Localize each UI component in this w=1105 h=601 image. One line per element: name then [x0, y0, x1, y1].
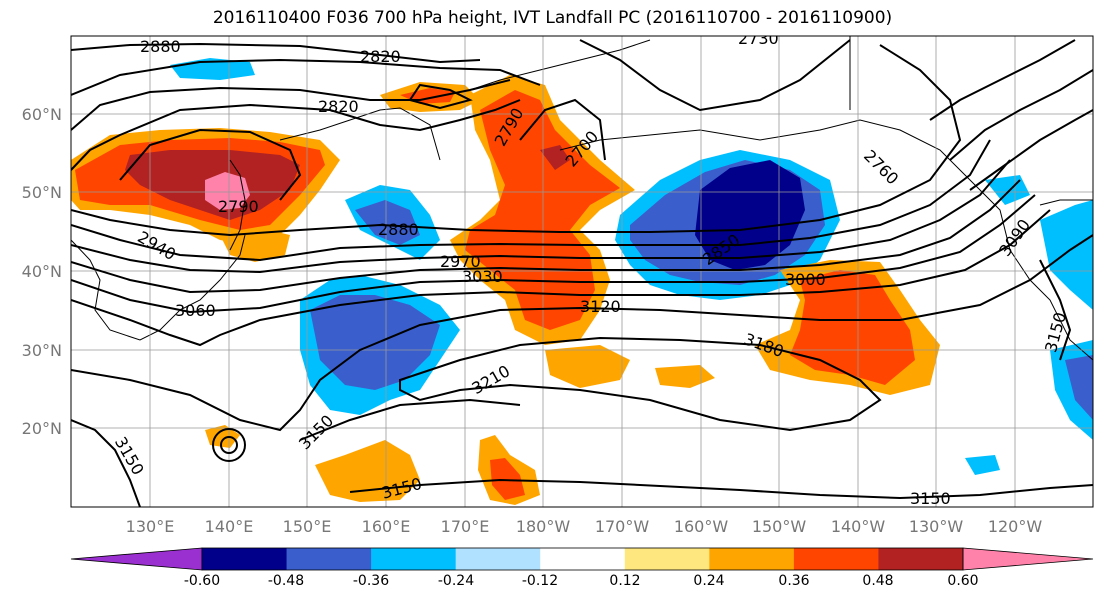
contour-label: 2820: [360, 47, 401, 66]
contour-label: 3060: [175, 301, 216, 320]
latitude-labels: 60°N 50°N 40°N 30°N 20°N: [22, 105, 62, 438]
colorbar-extend-high: [962, 547, 1094, 571]
colorbar-tick-labels: -0.60 -0.48 -0.36 -0.24 -0.12 0.12 0.24 …: [184, 573, 979, 589]
colorbar-segment: [878, 548, 964, 570]
map-title: 2016110400 F036 700 hPa height, IVT Land…: [212, 8, 893, 28]
lat-label: 50°N: [22, 183, 62, 202]
colorbar-tick-label: -0.12: [522, 573, 558, 589]
lon-label: 160°E: [362, 517, 411, 536]
colorbar-segment: [286, 548, 372, 570]
colorbar-tick-label: 0.36: [778, 573, 809, 589]
colorbar-tick-label: -0.36: [353, 573, 389, 589]
lon-label: 130°W: [909, 517, 964, 536]
lon-label: 170°E: [441, 517, 490, 536]
colorbar-tick-label: -0.60: [184, 573, 220, 589]
colorbar-tick-label: 0.24: [693, 573, 724, 589]
lon-label: 140°E: [205, 517, 254, 536]
colorbar-tick-label: -0.48: [268, 573, 304, 589]
contour-label: 2970: [440, 252, 481, 271]
colorbar-segment: [455, 548, 541, 570]
contour-label: 2880: [378, 220, 419, 239]
colorbar-tick-label: 0.12: [609, 573, 640, 589]
contour-label: 3000: [785, 270, 826, 289]
colorbar-border: [201, 547, 964, 571]
lat-label: 20°N: [22, 419, 62, 438]
longitude-labels: 130°E 140°E 150°E 160°E 170°E 180°W 170°…: [126, 517, 1043, 536]
lat-label: 30°N: [22, 341, 62, 360]
colorbar-tick-label: 0.60: [947, 573, 978, 589]
colorbar-segment: [793, 548, 879, 570]
lon-label: 140°W: [831, 517, 886, 536]
height-contours: [71, 39, 1093, 507]
colorbar-extend-low: [70, 547, 203, 571]
colorbar-segment: [371, 548, 457, 570]
lon-label: 170°W: [595, 517, 650, 536]
lon-label: 150°W: [752, 517, 807, 536]
lon-label: 130°E: [126, 517, 175, 536]
colorbar-tick-label: 0.48: [862, 573, 893, 589]
lon-label: 160°W: [674, 517, 729, 536]
contour-label: 2730: [738, 29, 779, 48]
map-border: [70, 35, 1094, 508]
colorbar: [70, 547, 1094, 571]
contour-label: 2790: [218, 197, 259, 216]
colorbar-segment: [624, 548, 710, 570]
contour-label: 3150: [910, 489, 951, 508]
contour-label: 2880: [140, 37, 181, 56]
colorbar-segment: [540, 548, 626, 570]
contour-label: 3030: [462, 267, 503, 286]
colorbar-segment: [709, 548, 795, 570]
colorbar-segment: [202, 548, 288, 570]
lat-label: 40°N: [22, 262, 62, 281]
colorbar-tick-label: -0.24: [438, 573, 474, 589]
contour-label: 3120: [580, 297, 621, 316]
contour-label: 2820: [318, 97, 359, 116]
lon-label: 180°W: [516, 517, 571, 536]
lon-label: 150°E: [283, 517, 332, 536]
lon-label: 120°W: [988, 517, 1043, 536]
lat-label: 60°N: [22, 105, 62, 124]
